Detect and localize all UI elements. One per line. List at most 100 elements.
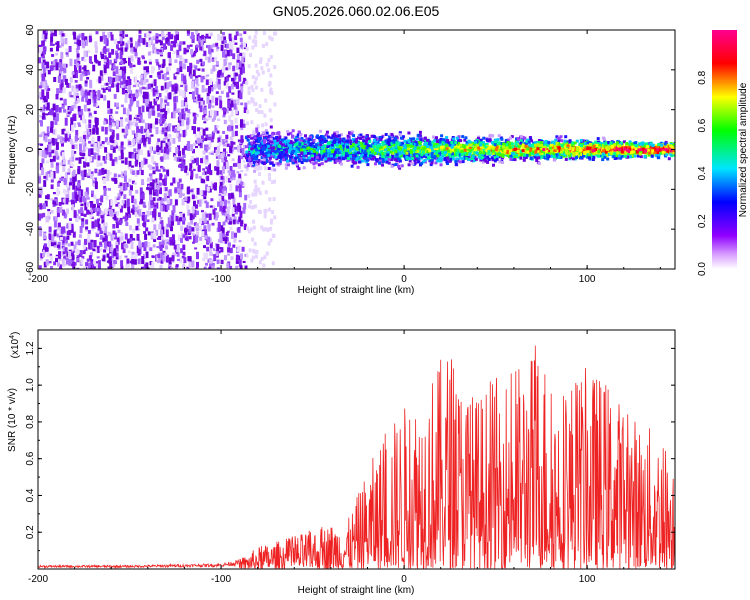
spectrogram-cell (269, 89, 273, 94)
spectrogram-cell (313, 147, 317, 151)
spectrogram-cell (437, 148, 441, 152)
spectrogram-cell (97, 264, 101, 269)
spectrogram-cell (103, 249, 107, 253)
spectrogram-cell (172, 50, 176, 54)
spectrogram-cell (78, 157, 82, 164)
spectrogram-cell (127, 76, 131, 80)
spectrogram-cell (246, 109, 250, 114)
spectrogram-cell (133, 97, 136, 101)
spectrogram-cell (230, 120, 234, 126)
spectrogram-cell (100, 269, 103, 275)
spectrogram-cell (73, 174, 77, 182)
spectrogram-cell (451, 155, 454, 159)
spectrogram-cell (96, 211, 100, 216)
spectrogram-cell (122, 147, 126, 150)
spectrogram-cell (191, 80, 195, 89)
spectrogram-cell (162, 250, 166, 256)
spectrogram-cell (66, 235, 70, 240)
spectrogram-cell (273, 102, 277, 107)
spectrogram-cell (254, 76, 258, 81)
spectrogram-cell (165, 245, 169, 250)
spectrogram-cell (42, 57, 46, 61)
spectrogram-cell (94, 46, 98, 54)
spectrogram-cell (113, 143, 117, 147)
spectrogram-cell (245, 167, 249, 172)
spectrogram-cell (201, 68, 205, 72)
spectrogram-cell (50, 65, 54, 71)
spectrogram-cell (56, 209, 60, 218)
spectrogram-cell (204, 56, 208, 61)
spectrogram-cell (546, 152, 550, 156)
spectrogram-cell (96, 161, 100, 168)
spectrogram-cell (102, 237, 106, 243)
spectrogram-cell (139, 137, 143, 144)
spectrogram-cell (320, 162, 324, 166)
spectrogram-cell (229, 136, 233, 141)
spectrogram-cell (179, 65, 183, 73)
spectrogram-cell (203, 117, 206, 121)
spectrogram-cell (524, 156, 528, 159)
spectrogram-cell (270, 218, 273, 223)
spectrogram-cell (167, 138, 171, 144)
spectrogram-cell (147, 164, 151, 168)
spectrogram-cell (167, 41, 171, 46)
spectrogram-cell (122, 107, 126, 115)
spectrogram-cell (244, 173, 248, 176)
spectrogram-cell (155, 162, 159, 166)
spectrogram-cell (230, 141, 234, 148)
spectrogram-cell (139, 187, 143, 196)
spectrogram-cell (130, 152, 134, 156)
spectrogram-cell (203, 190, 207, 196)
spectrogram-cell (220, 44, 224, 52)
spectrogram-cell (115, 145, 118, 148)
spectrogram-cell (262, 227, 266, 232)
spectrogram-cell (268, 35, 272, 40)
spectrogram-cell (250, 85, 254, 89)
spectrogram-cell (66, 54, 69, 57)
spectrogram-cell (132, 204, 136, 213)
spectrogram-cell (120, 142, 124, 149)
spectrogram-cell (210, 138, 214, 143)
spectrogram-cell (153, 224, 157, 231)
spectrogram-cell (83, 59, 87, 62)
spectrogram-cell (557, 138, 561, 142)
spectrogram-cell (156, 145, 160, 153)
spectrogram-cell (112, 264, 116, 267)
spectrogram-cell (159, 217, 163, 220)
spectrogram-cell (190, 49, 194, 55)
spectrogram-cell (219, 100, 223, 109)
spectrogram-cell (131, 195, 135, 203)
spectrogram-cell (224, 151, 228, 154)
spectrogram-cell (132, 64, 136, 68)
spectrogram-cell (293, 158, 297, 162)
spectrogram-cell (171, 210, 175, 216)
spectrogram-cell (58, 69, 62, 78)
spectrogram-cell (149, 146, 153, 154)
spectrogram-cell (121, 71, 125, 79)
spectrogram-cell (232, 141, 236, 145)
spectrogram-cell (195, 140, 199, 145)
spectrogram-cell (229, 183, 233, 191)
spectrogram-cell (307, 140, 311, 144)
spectrogram-cell (467, 155, 471, 159)
spectrogram-cell (176, 258, 180, 261)
spectrogram-cell (77, 122, 81, 125)
spectrogram-cell (226, 92, 230, 98)
spectrogram-cell (254, 63, 258, 68)
spectrogram-cell (230, 256, 234, 260)
spectrogram-cell (167, 141, 171, 145)
spectrogram-cell (90, 173, 94, 180)
spectrogram-cell (97, 226, 101, 235)
spectrogram-cell (312, 162, 316, 166)
spectrogram-cell (143, 78, 147, 85)
spectrogram-cell (69, 107, 72, 113)
spectrogram-cell (215, 251, 219, 256)
spectrogram-cell (107, 86, 111, 90)
spectrogram-cell (146, 177, 150, 182)
spectrogram-cell (162, 143, 166, 150)
spectrogram-cell (182, 244, 186, 250)
spectrogram-cell (40, 253, 44, 259)
spectrogram-cell (237, 90, 241, 99)
spectrogram-cell (82, 145, 86, 152)
spectrogram-cell (174, 179, 178, 183)
